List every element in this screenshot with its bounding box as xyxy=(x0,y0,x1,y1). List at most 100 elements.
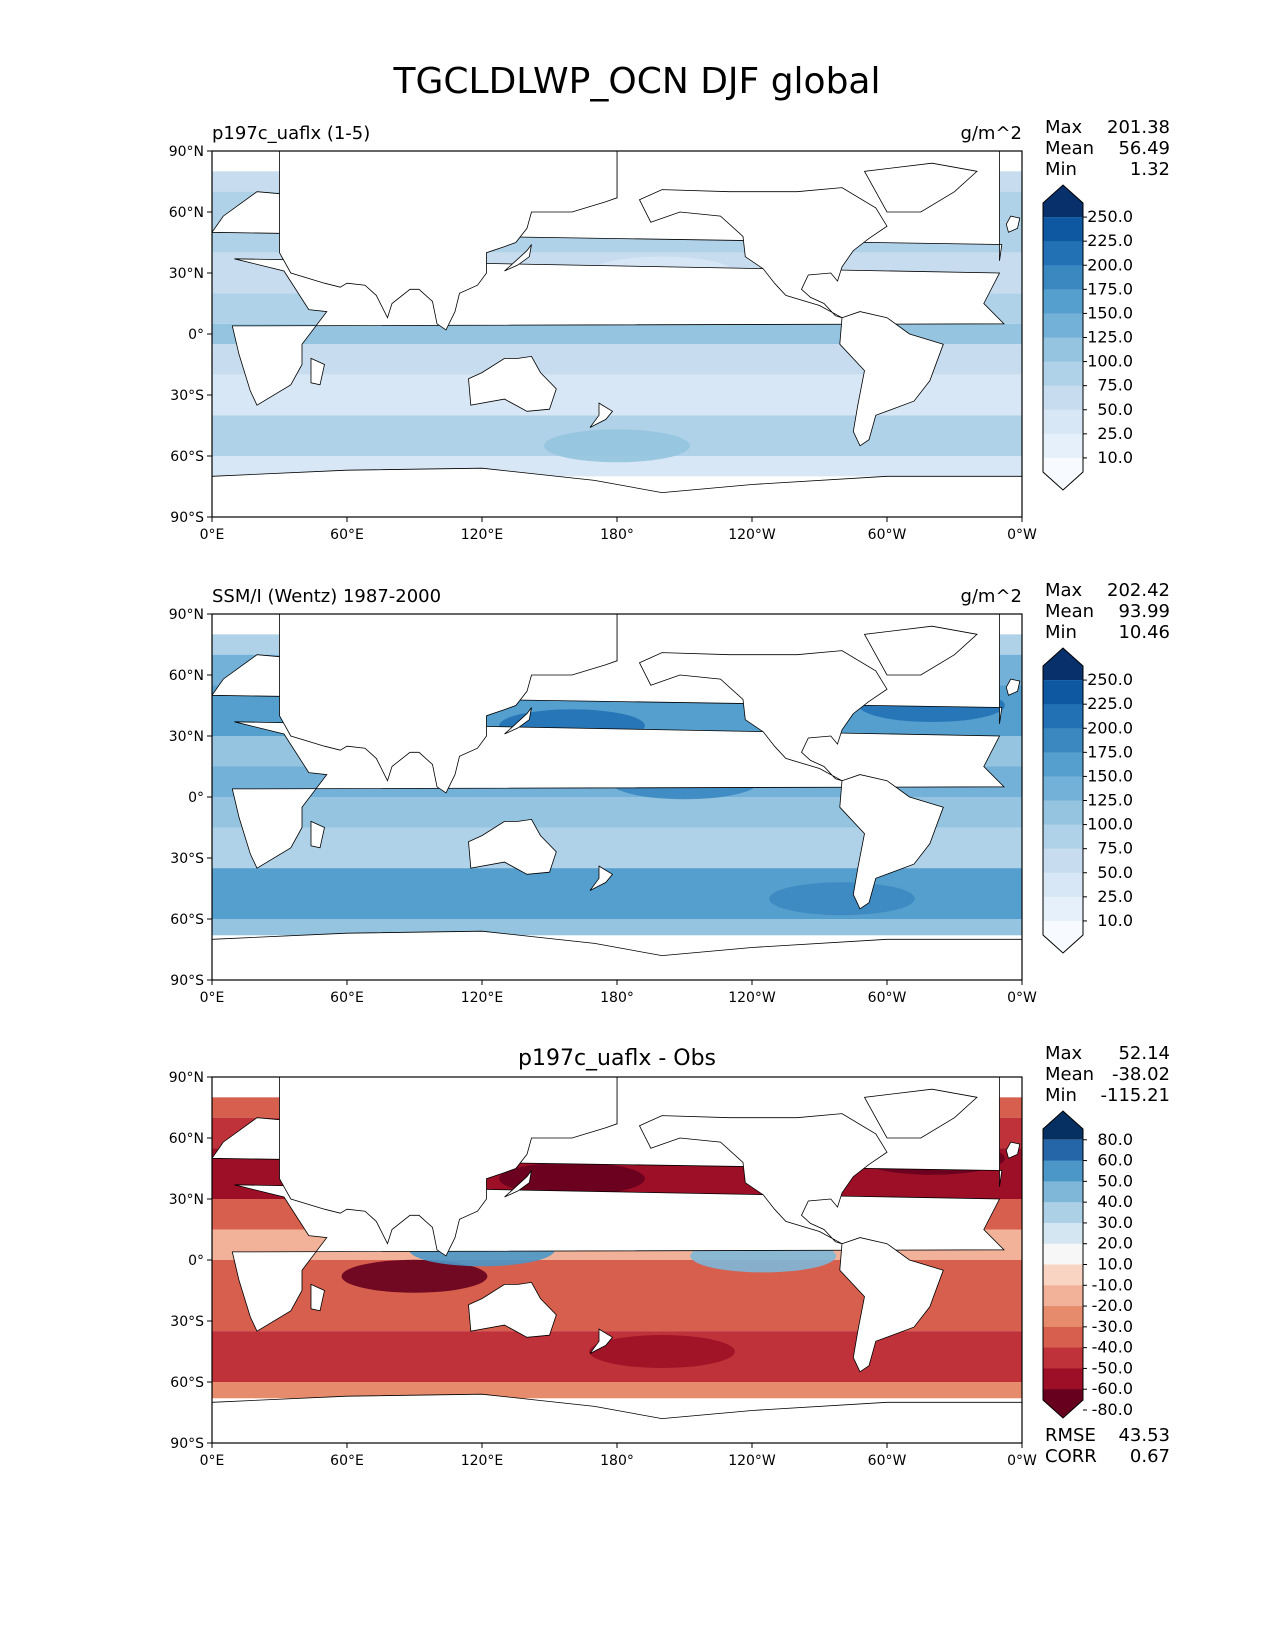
colorbar: 250.0 225.0 200.0 175.0 150.0 125.0 100.0 75.0 5… xyxy=(1042,647,1133,954)
stat-value: -38.02 xyxy=(1112,1064,1170,1085)
colorbar-label: 200.0 xyxy=(1087,255,1133,274)
x-tick-label: 60°E xyxy=(330,990,364,1006)
colorbar-cap-top xyxy=(1043,648,1083,681)
footer-value: 43.53 xyxy=(1118,1425,1170,1446)
stat-value: 202.42 xyxy=(1107,580,1170,601)
coastline xyxy=(1005,678,1021,696)
colorbar-segment xyxy=(1043,1326,1083,1349)
colorbar-label: 25.0 xyxy=(1097,887,1133,906)
field-feature xyxy=(341,1259,488,1293)
stat-value: 93.99 xyxy=(1118,601,1170,622)
colorbar-segment xyxy=(1043,1202,1083,1224)
colorbar-outline xyxy=(1042,184,1084,491)
colorbar-segment xyxy=(1043,800,1083,826)
colorbar-cap-bottom xyxy=(1043,1389,1083,1418)
colorbar-segment xyxy=(1043,872,1083,898)
y-tick-label: 60°S xyxy=(170,1375,204,1391)
x-tick-label: 0°W xyxy=(1007,1453,1037,1469)
colorbar-label: 175.0 xyxy=(1087,279,1133,298)
y-tick-label: 30°S xyxy=(170,388,204,404)
x-tick-label: 120°E xyxy=(461,990,504,1006)
coastline xyxy=(468,818,557,875)
field-feature xyxy=(499,1162,645,1196)
stat-label: Max xyxy=(1045,580,1083,601)
field-feature xyxy=(769,882,915,916)
x-tick-label: 120°E xyxy=(461,1453,504,1469)
colorbar-segment xyxy=(1043,385,1083,411)
coastline xyxy=(279,614,618,794)
colorbar-label: 60.0 xyxy=(1097,1151,1133,1170)
x-tick-label: 120°W xyxy=(728,990,776,1006)
x-tick-label: 60°W xyxy=(868,527,907,543)
page-title: TGCLDLWP_OCN DJF global xyxy=(393,61,881,102)
colorbar-label: 10.0 xyxy=(1097,911,1133,930)
colorbar-segment xyxy=(1043,848,1083,874)
colorbar-segment xyxy=(1043,1368,1083,1390)
stat-label: Mean xyxy=(1045,138,1094,159)
panel-title: p197c_uaflx - Obs xyxy=(518,1046,716,1071)
y-tick-label: 60°N xyxy=(169,668,204,684)
x-tick-label: 60°E xyxy=(330,1453,364,1469)
y-tick-label: 90°N xyxy=(169,144,204,160)
colorbar-label: 175.0 xyxy=(1087,742,1133,761)
colorbar-segment xyxy=(1043,728,1083,753)
colorbar-label: 125.0 xyxy=(1087,328,1133,347)
colorbar-label: -80.0 xyxy=(1092,1400,1133,1419)
colorbar: 250.0 225.0 200.0 175.0 150.0 125.0 100.0 75.0 5… xyxy=(1042,184,1133,491)
colorbar: 80.0 60.050.0 40.0 30.0 20.0 10.0-10.0 -20.0 -3… xyxy=(1042,1110,1133,1419)
stat-label: Max xyxy=(1045,1043,1083,1064)
colorbar-segment xyxy=(1043,313,1083,338)
stat-label: Mean xyxy=(1045,1064,1094,1085)
colorbar-label: -20.0 xyxy=(1092,1296,1133,1315)
colorbar-segment xyxy=(1043,1264,1083,1286)
x-tick-label: 120°W xyxy=(728,527,776,543)
panel-title: SSM/I (Wentz) 1987-2000 xyxy=(212,586,441,607)
data-field xyxy=(212,1077,1022,1443)
map-panel: 0°E 60°E 120°E 180° 120°W 60°W 0°W 90°N 60°N 30°N… xyxy=(169,1043,1170,1469)
coastline xyxy=(1005,1141,1021,1159)
coastline xyxy=(310,820,325,849)
y-tick-label: 30°N xyxy=(169,729,204,745)
stat-value: 201.38 xyxy=(1107,117,1170,138)
field-band xyxy=(212,1382,1022,1399)
coastline xyxy=(839,311,944,447)
colorbar-segment xyxy=(1043,1222,1083,1245)
colorbar-label: -40.0 xyxy=(1092,1338,1133,1357)
y-tick-label: 90°S xyxy=(170,1436,204,1452)
stat-label: Min xyxy=(1045,159,1077,180)
y-tick-label: 30°N xyxy=(169,266,204,282)
colorbar-label: 250.0 xyxy=(1087,207,1133,226)
data-field xyxy=(212,151,1022,517)
coastline xyxy=(504,707,532,735)
x-tick-label: 0°E xyxy=(200,1453,225,1469)
colorbar-cap-bottom xyxy=(1043,920,1083,953)
colorbar-segment xyxy=(1043,217,1083,242)
coastline xyxy=(839,1237,944,1373)
colorbar-label: -10.0 xyxy=(1092,1275,1133,1294)
coastline xyxy=(863,1088,978,1139)
x-tick-label: 120°W xyxy=(728,1453,776,1469)
y-tick-label: 0° xyxy=(188,327,204,343)
coastline xyxy=(589,402,614,428)
colorbar-segment xyxy=(1043,241,1083,266)
colorbar-label: 250.0 xyxy=(1087,670,1133,689)
coastline xyxy=(468,1281,557,1338)
map-panel: 0°E 60°E 120°E 180° 120°W 60°W 0°W 90°N 60°N 30°N… xyxy=(169,580,1170,1006)
coastline xyxy=(504,1170,532,1198)
y-tick-label: 30°N xyxy=(169,1192,204,1208)
coastline xyxy=(589,1328,614,1354)
x-tick-label: 180° xyxy=(600,527,634,543)
coastline xyxy=(310,1283,325,1312)
colorbar-label: 75.0 xyxy=(1097,376,1133,395)
stat-value: -115.21 xyxy=(1101,1085,1170,1106)
colorbar-cap-top xyxy=(1043,185,1083,218)
colorbar-segment xyxy=(1043,680,1083,705)
x-tick-label: 0°W xyxy=(1007,990,1037,1006)
coastline xyxy=(212,1393,1022,1443)
colorbar-segment xyxy=(1043,824,1083,850)
coastline xyxy=(212,930,1022,980)
colorbar-label: -60.0 xyxy=(1092,1379,1133,1398)
colorbar-segment xyxy=(1043,289,1083,314)
colorbar-cap-top xyxy=(1043,1111,1083,1140)
